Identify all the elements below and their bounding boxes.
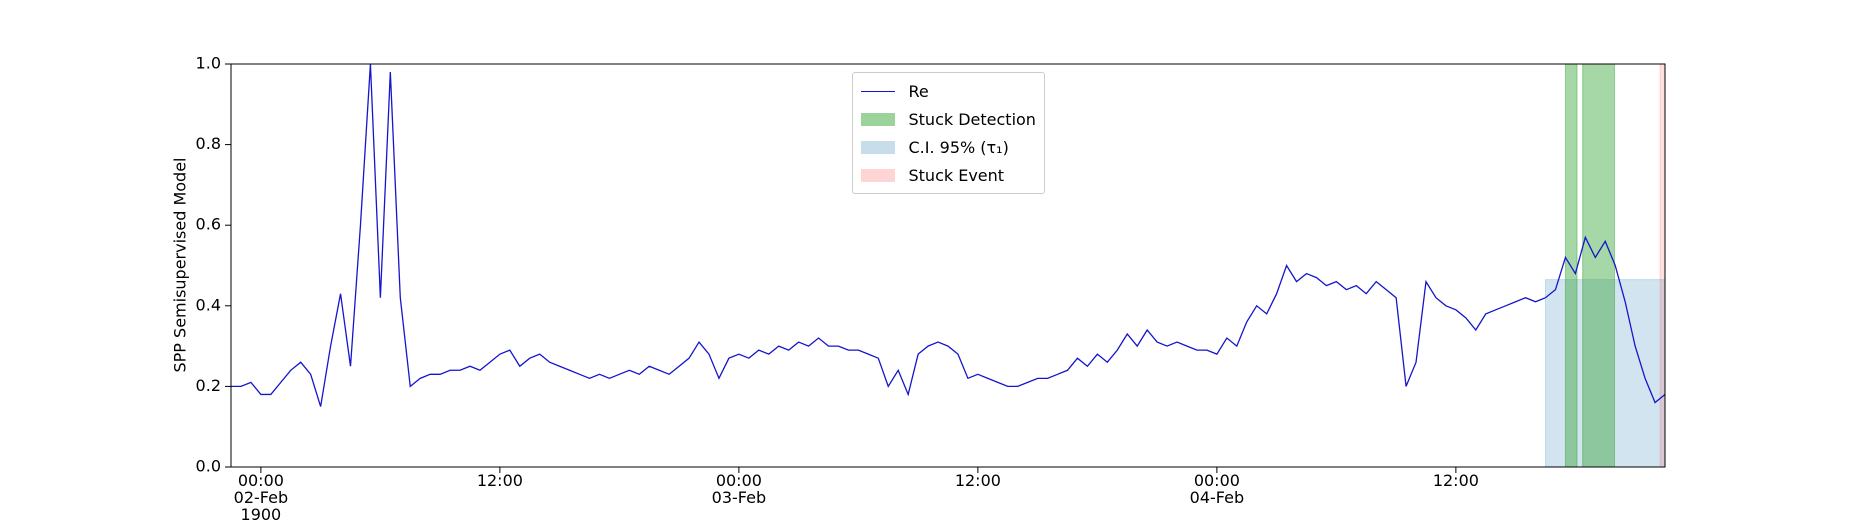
legend-label: Re: [908, 81, 929, 101]
y-axis-label: SPP Semisupervised Model: [171, 158, 190, 373]
x-tick-label: 12:00: [476, 471, 523, 490]
legend-swatch: [860, 112, 895, 126]
plot-frame: [230, 63, 1666, 468]
x-tick-label: 00:00 04-Feb: [1189, 471, 1245, 507]
y-tick-label: 0.6: [196, 215, 221, 234]
x-tick-label: 00:00 02-Feb 1900: [233, 471, 289, 524]
y-tick-label: 0.2: [196, 376, 221, 395]
x-tick-label: 12:00: [1432, 471, 1479, 490]
legend-label: C.I. 95% (τ₁): [908, 137, 1009, 157]
span: [1659, 63, 1666, 468]
legend-swatch: [860, 90, 895, 92]
span: [1564, 63, 1578, 468]
y-tick-label: 1.0: [196, 54, 221, 73]
legend-label: Stuck Event: [908, 165, 1005, 185]
legend: Re Stuck Detection C.I. 95% (τ₁) Stuck Even…: [851, 72, 1045, 194]
y-tick-label: 0.4: [196, 295, 221, 314]
span: [1582, 63, 1616, 468]
x-tick-label: 12:00: [954, 471, 1001, 490]
data-line: [231, 63, 1666, 407]
legend-swatch: [860, 140, 895, 154]
y-tick-label: 0.8: [196, 134, 221, 153]
legend-item: Stuck Event: [860, 161, 1036, 189]
legend-item: Re: [860, 77, 1036, 105]
legend-item: C.I. 95% (τ₁): [860, 133, 1036, 161]
legend-swatch: [860, 168, 895, 182]
legend-item: Stuck Detection: [860, 105, 1036, 133]
legend-label: Stuck Detection: [908, 109, 1036, 129]
y-tick-label: 0.0: [196, 457, 221, 476]
x-tick-label: 00:00 03-Feb: [711, 471, 767, 507]
